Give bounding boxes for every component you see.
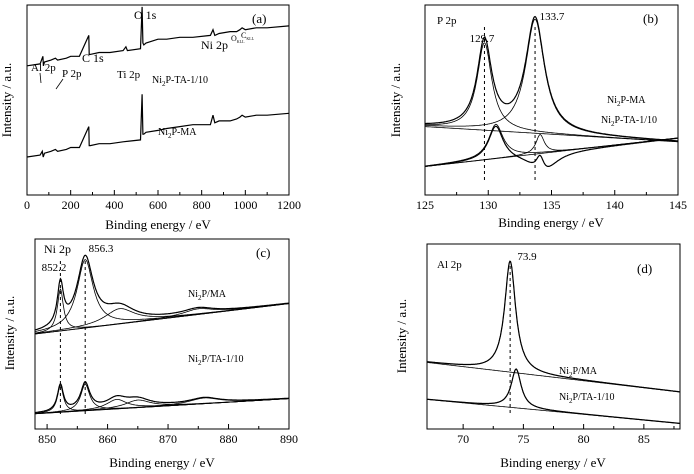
annotation-ni2p: Ni 2p xyxy=(201,38,228,52)
panel-1-series-1-envelope xyxy=(424,125,679,167)
x-tick-label: 800 xyxy=(193,198,211,212)
annotation-o1s: O 1s xyxy=(134,8,157,22)
x-tick-label: 75 xyxy=(517,432,529,446)
panel-c: 850 860 870 880 890 Binding energy / eV Inte… xyxy=(2,238,298,470)
x-tick-label: 1000 xyxy=(233,198,257,212)
okll-sub: KLL xyxy=(237,39,245,44)
panel-a-xlabel: Binding energy / eV xyxy=(105,217,211,232)
x-tick-label: 200 xyxy=(62,198,80,212)
panel-b-peak-label-2: 133.7 xyxy=(540,11,565,23)
ckll-main: C xyxy=(241,31,246,40)
panel-c-label: (c) xyxy=(256,245,270,260)
annotation-okll: OKLL xyxy=(231,34,245,44)
x-tick-label: 125 xyxy=(416,198,434,212)
panel-c-curves xyxy=(34,254,290,415)
panel-b-series-label-1: Ni2P-MA xyxy=(607,95,646,108)
panel-3-series-0-envelope xyxy=(426,260,680,393)
panel-2-series-0-component xyxy=(34,259,290,332)
x-tick-label: 400 xyxy=(105,198,123,212)
panel-d-xlabel: Binding energy / eV xyxy=(500,455,606,470)
panel-b-series-label-2: Ni2P-TA-1/10 xyxy=(601,115,657,128)
panel-b-curves xyxy=(424,15,679,180)
panel-b-ylabel: Intensity / a.u. xyxy=(388,63,403,137)
ckll-sub: KLL xyxy=(246,36,254,41)
x-tick-label: 140 xyxy=(606,198,624,212)
panel-d-series-label-1: Ni2P/MA xyxy=(559,366,598,379)
survey-series-1 xyxy=(26,94,290,158)
x-tick-label: 850 xyxy=(38,432,56,446)
x-tick-label: 860 xyxy=(99,432,117,446)
x-tick-label: 880 xyxy=(220,432,238,446)
annotation-al2p: Al 2p xyxy=(31,62,56,74)
panel-c-x-ticks: 850 860 870 880 890 xyxy=(38,424,298,446)
panel-a-x-ticks: 0 200 400 600 800 1000 1200 xyxy=(24,190,301,212)
panel-c-series-label-1: Ni2P/MA xyxy=(188,289,227,302)
panel-c-peak-label-1: 852.2 xyxy=(42,262,67,274)
panel-b-x-ticks: 125 130 135 140 145 xyxy=(416,190,687,212)
x-tick-label: 870 xyxy=(159,432,177,446)
x-tick-label: 600 xyxy=(149,198,167,212)
panel-1-series-0-component xyxy=(425,42,678,142)
panel-c-xlabel: Binding energy / eV xyxy=(109,455,215,470)
arrow-p2p xyxy=(55,78,64,90)
panel-a-frame xyxy=(26,4,290,196)
x-tick-label: 890 xyxy=(280,432,298,446)
panel-d: 70 75 80 85 Binding energy / eV Intensity /… xyxy=(394,243,681,470)
arrow-al2p xyxy=(39,72,42,84)
okll-main: O xyxy=(231,34,237,43)
panel-2-series-0-envelope xyxy=(34,254,290,331)
panel-a: 0 200 400 600 800 1000 1200 Binding energy / e… xyxy=(0,4,301,232)
panel-c-title: Ni 2p xyxy=(44,242,71,256)
panel-d-ylabel: Intensity / a.u. xyxy=(394,299,409,373)
panel-d-series-label-2: Ni2P/TA-1/10 xyxy=(559,392,614,405)
panel-2-series-1-envelope xyxy=(35,381,289,414)
panel-b: 125 130 135 140 145 Binding energy / eV Inte… xyxy=(388,4,687,230)
panel-1-series-0-envelope xyxy=(425,15,678,142)
panel-b-label: (b) xyxy=(643,11,658,26)
survey-series-0 xyxy=(26,6,290,67)
panel-c-series-label-2: Ni2P/TA-1/10 xyxy=(188,354,243,367)
x-tick-label: 85 xyxy=(638,432,650,446)
panel-a-ylabel: Intensity / a.u. xyxy=(0,63,14,137)
panel-a-label: (a) xyxy=(252,11,266,26)
panel-d-title: Al 2p xyxy=(437,259,462,271)
panel-a-curves xyxy=(26,6,290,158)
annotation-ti2p: Ti 2p xyxy=(117,69,141,81)
panel-b-title: P 2p xyxy=(437,15,457,27)
x-tick-label: 1200 xyxy=(277,198,301,212)
x-tick-label: 135 xyxy=(543,198,561,212)
panel-a-series-label-1: Ni2P-TA-1/10 xyxy=(152,75,208,88)
annotation-p2p: P 2p xyxy=(62,68,82,80)
annotation-ckll: CKLL xyxy=(241,31,255,41)
x-tick-label: 145 xyxy=(669,198,687,212)
panel-d-label: (d) xyxy=(637,261,652,276)
panel-d-x-ticks: 70 75 80 85 xyxy=(457,424,675,446)
panel-d-peak-label-1: 73.9 xyxy=(517,251,537,263)
panel-c-ylabel: Intensity / a.u. xyxy=(2,296,17,370)
panel-b-xlabel: Binding energy / eV xyxy=(498,215,604,230)
x-tick-label: 130 xyxy=(479,198,497,212)
x-tick-label: 0 xyxy=(24,198,30,212)
annotation-c1s: C 1s xyxy=(82,51,104,65)
panel-b-peak-label-1: 129.7 xyxy=(470,33,495,45)
x-tick-label: 80 xyxy=(578,432,590,446)
panel-3-series-0-component xyxy=(426,260,680,393)
panel-1-series-1-component xyxy=(424,123,679,167)
x-tick-label: 70 xyxy=(457,432,469,446)
panel-a-series-label-2: Ni2P-MA xyxy=(158,127,197,140)
panel-d-curves xyxy=(426,260,681,424)
panel-c-peak-label-2: 856.3 xyxy=(89,243,114,255)
panel-3-series-1-envelope xyxy=(426,368,681,424)
